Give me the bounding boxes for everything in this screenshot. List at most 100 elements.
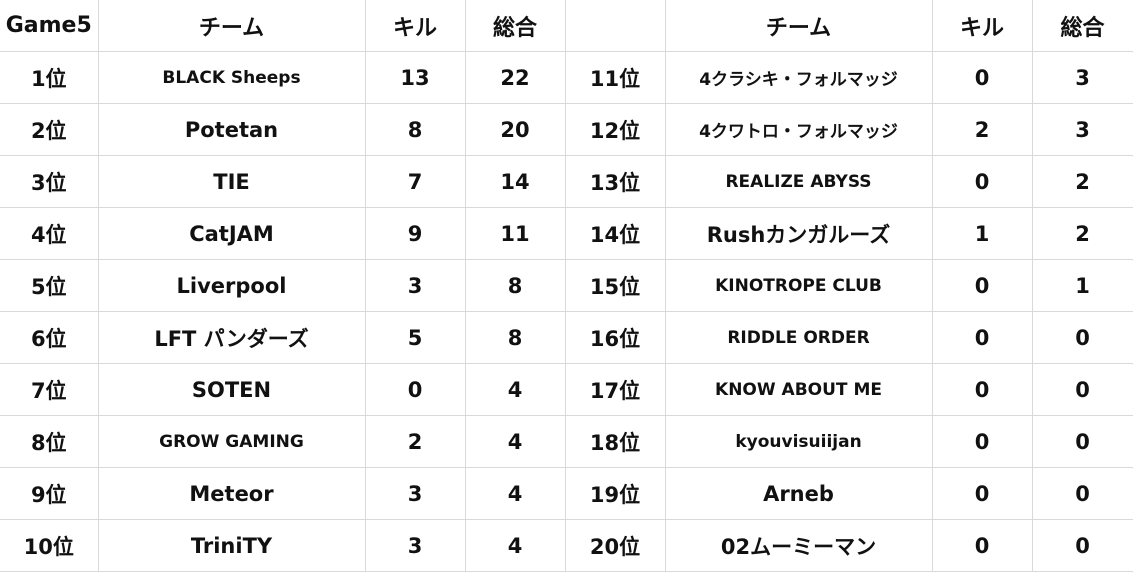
cell-team[interactable]: KNOW ABOUT ME (664, 363, 933, 416)
cell-total[interactable]: 0 (1031, 415, 1133, 468)
cell-kills[interactable]: 0 (931, 51, 1033, 104)
cell-team[interactable]: 4クワトロ・フォルマッジ (664, 103, 933, 156)
cell-rank[interactable]: 3位 (0, 155, 99, 208)
cell-rank[interactable]: 16位 (564, 311, 666, 364)
cell-total[interactable]: 4 (464, 363, 566, 416)
cell-rank[interactable]: 4位 (0, 207, 99, 260)
cell-kills[interactable]: 1 (931, 207, 1033, 260)
cell-team[interactable]: Arneb (664, 467, 933, 520)
cell-team[interactable]: 4クラシキ・フォルマッジ (664, 51, 933, 104)
cell-team[interactable]: REALIZE ABYSS (664, 155, 933, 208)
cell-team[interactable]: KINOTROPE CLUB (664, 259, 933, 312)
header-team[interactable]: チーム (97, 0, 366, 52)
cell-kills[interactable]: 0 (931, 363, 1033, 416)
cell-total[interactable]: 1 (1031, 259, 1133, 312)
cell-total[interactable]: 0 (1031, 363, 1133, 416)
cell-rank[interactable]: 13位 (564, 155, 666, 208)
cell-team[interactable]: Liverpool (97, 259, 366, 312)
cell-team[interactable]: CatJAM (97, 207, 366, 260)
cell-team[interactable]: RIDDLE ORDER (664, 311, 933, 364)
header-rank-blank[interactable] (564, 0, 666, 52)
table-row: 8位 GROW GAMING 2 4 18位 kyouvisuiijan 0 0 (0, 415, 1133, 468)
cell-kills[interactable]: 0 (931, 311, 1033, 364)
table-row: 1位 BLACK Sheeps 13 22 11位 4クラシキ・フォルマッジ 0 3 (0, 51, 1133, 104)
cell-kills[interactable]: 2 (931, 103, 1033, 156)
cell-kills[interactable]: 0 (931, 467, 1033, 520)
cell-total[interactable]: 4 (464, 467, 566, 520)
table-row: 3位 TIE 7 14 13位 REALIZE ABYSS 0 2 (0, 155, 1133, 208)
cell-rank[interactable]: 9位 (0, 467, 99, 520)
cell-kills[interactable]: 3 (364, 259, 466, 312)
header-game[interactable]: Game5 (0, 0, 99, 52)
cell-kills[interactable]: 0 (931, 415, 1033, 468)
cell-rank[interactable]: 11位 (564, 51, 666, 104)
cell-total[interactable]: 22 (464, 51, 566, 104)
cell-kills[interactable]: 0 (931, 259, 1033, 312)
header-team-2[interactable]: チーム (664, 0, 933, 52)
cell-rank[interactable]: 6位 (0, 311, 99, 364)
cell-team[interactable]: Potetan (97, 103, 366, 156)
cell-team[interactable]: TriniTY (97, 519, 366, 572)
cell-kills[interactable]: 0 (931, 155, 1033, 208)
cell-rank[interactable]: 12位 (564, 103, 666, 156)
cell-total[interactable]: 2 (1031, 155, 1133, 208)
cell-total[interactable]: 0 (1031, 311, 1133, 364)
cell-rank[interactable]: 19位 (564, 467, 666, 520)
cell-rank[interactable]: 18位 (564, 415, 666, 468)
cell-total[interactable]: 4 (464, 519, 566, 572)
cell-total[interactable]: 14 (464, 155, 566, 208)
cell-rank[interactable]: 1位 (0, 51, 99, 104)
cell-kills[interactable]: 0 (364, 363, 466, 416)
cell-total[interactable]: 3 (1031, 51, 1133, 104)
cell-total[interactable]: 11 (464, 207, 566, 260)
cell-kills[interactable]: 2 (364, 415, 466, 468)
cell-team[interactable]: GROW GAMING (97, 415, 366, 468)
cell-team[interactable]: kyouvisuiijan (664, 415, 933, 468)
cell-team[interactable]: BLACK Sheeps (97, 51, 366, 104)
header-total-2[interactable]: 総合 (1031, 0, 1133, 52)
cell-rank[interactable]: 14位 (564, 207, 666, 260)
header-kills[interactable]: キル (364, 0, 466, 52)
cell-team[interactable]: TIE (97, 155, 366, 208)
cell-kills[interactable]: 0 (931, 519, 1033, 572)
cell-rank[interactable]: 17位 (564, 363, 666, 416)
cell-rank[interactable]: 10位 (0, 519, 99, 572)
cell-rank[interactable]: 20位 (564, 519, 666, 572)
header-total[interactable]: 総合 (464, 0, 566, 52)
cell-rank[interactable]: 7位 (0, 363, 99, 416)
table-row: 2位 Potetan 8 20 12位 4クワトロ・フォルマッジ 2 3 (0, 103, 1133, 156)
cell-team[interactable]: SOTEN (97, 363, 366, 416)
table-row: 4位 CatJAM 9 11 14位 Rushカンガルーズ 1 2 (0, 207, 1133, 260)
cell-total[interactable]: 0 (1031, 467, 1133, 520)
cell-total[interactable]: 8 (464, 259, 566, 312)
cell-total[interactable]: 3 (1031, 103, 1133, 156)
cell-rank[interactable]: 8位 (0, 415, 99, 468)
cell-kills[interactable]: 5 (364, 311, 466, 364)
cell-kills[interactable]: 7 (364, 155, 466, 208)
cell-kills[interactable]: 3 (364, 467, 466, 520)
cell-team[interactable]: 02ムーミーマン (664, 519, 933, 572)
cell-rank[interactable]: 2位 (0, 103, 99, 156)
cell-kills[interactable]: 8 (364, 103, 466, 156)
table-row: 9位 Meteor 3 4 19位 Arneb 0 0 (0, 467, 1133, 520)
cell-total[interactable]: 20 (464, 103, 566, 156)
cell-kills[interactable]: 13 (364, 51, 466, 104)
cell-total[interactable]: 2 (1031, 207, 1133, 260)
cell-team[interactable]: LFT パンダーズ (97, 311, 366, 364)
cell-total[interactable]: 8 (464, 311, 566, 364)
cell-kills[interactable]: 3 (364, 519, 466, 572)
table-row: 10位 TriniTY 3 4 20位 02ムーミーマン 0 0 (0, 519, 1133, 572)
cell-team[interactable]: Rushカンガルーズ (664, 207, 933, 260)
cell-kills[interactable]: 9 (364, 207, 466, 260)
header-row: Game5 チーム キル 総合 チーム キル 総合 (0, 0, 1133, 52)
table-row: 5位 Liverpool 3 8 15位 KINOTROPE CLUB 0 1 (0, 259, 1133, 312)
header-kills-2[interactable]: キル (931, 0, 1033, 52)
cell-total[interactable]: 4 (464, 415, 566, 468)
cell-rank[interactable]: 5位 (0, 259, 99, 312)
table-row: 6位 LFT パンダーズ 5 8 16位 RIDDLE ORDER 0 0 (0, 311, 1133, 364)
table-row: 7位 SOTEN 0 4 17位 KNOW ABOUT ME 0 0 (0, 363, 1133, 416)
cell-team[interactable]: Meteor (97, 467, 366, 520)
cell-rank[interactable]: 15位 (564, 259, 666, 312)
cell-total[interactable]: 0 (1031, 519, 1133, 572)
